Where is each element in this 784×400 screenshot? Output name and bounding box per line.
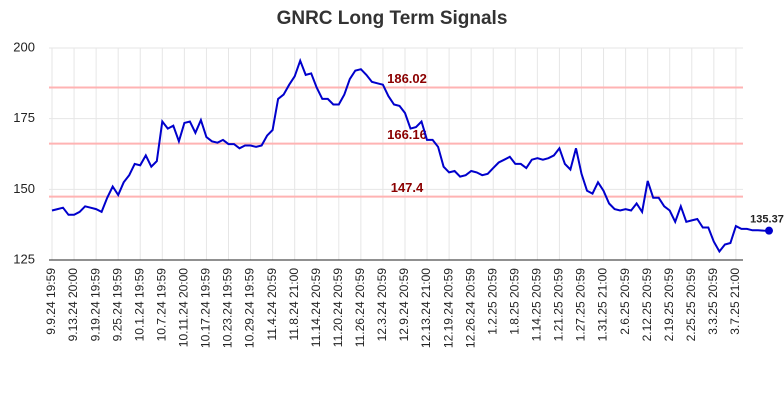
x-tick-label: 10.17.24 19:59	[199, 268, 213, 348]
x-tick-label: 1.14.25 20:59	[530, 268, 544, 342]
x-tick-label: 1.8.25 20:59	[507, 268, 521, 335]
x-tick-label: 3.7.25 21:00	[728, 268, 742, 335]
x-tick-label: 12.3.24 20:59	[375, 268, 389, 342]
last-value-label: 135.37	[750, 214, 784, 226]
y-tick-label: 175	[13, 110, 35, 125]
x-tick-label: 2.19.25 20:59	[662, 268, 676, 342]
x-tick-label: 10.11.24 20:00	[177, 268, 191, 348]
x-tick-label: 2.12.25 20:59	[640, 268, 654, 342]
y-tick-label: 150	[13, 181, 35, 196]
y-tick-label: 200	[13, 39, 35, 54]
x-tick-label: 10.29.24 19:59	[243, 268, 257, 348]
x-tick-label: 2.6.25 20:59	[618, 268, 632, 335]
x-tick-label: 1.27.25 20:59	[574, 268, 588, 342]
x-tick-label: 12.26.24 20:59	[463, 268, 477, 348]
x-tick-label: 11.26.24 20:59	[353, 268, 367, 348]
x-tick-label: 11.8.24 21:00	[287, 268, 301, 341]
last-point	[765, 226, 773, 235]
x-tick-label: 12.9.24 20:59	[397, 268, 411, 342]
chart-title: GNRC Long Term Signals	[277, 8, 508, 29]
x-tick-label: 11.14.24 20:59	[309, 268, 323, 348]
x-tick-label: 1.31.25 21:00	[596, 268, 610, 342]
x-tick-label: 9.19.24 19:59	[88, 268, 102, 342]
x-tick-label: 1.21.25 20:59	[552, 268, 566, 342]
x-tick-label: 10.1.24 19:59	[132, 268, 146, 342]
x-tick-label: 3.3.25 20:59	[706, 268, 720, 335]
x-tick-label: 10.23.24 19:59	[221, 268, 235, 348]
x-tick-label: 9.9.24 19:59	[44, 268, 58, 335]
x-tick-label: 10.7.24 19:59	[154, 268, 168, 342]
x-tick-label: 11.4.24 20:59	[265, 268, 279, 341]
x-tick-label: 2.25.25 20:59	[684, 268, 698, 342]
x-tick-label: 11.20.24 20:59	[331, 268, 345, 348]
x-tick-label: 12.13.24 21:00	[419, 268, 433, 348]
signal-label: 186.02	[387, 71, 427, 86]
signal-label: 166.16	[387, 127, 427, 142]
series-line	[51, 57, 770, 254]
x-tick-label: 12.19.24 20:59	[441, 268, 455, 348]
x-tick-label: 9.25.24 19:59	[110, 268, 124, 342]
y-tick-label: 125	[13, 251, 35, 266]
x-tick-label: 9.13.24 20:00	[66, 268, 80, 342]
signal-label: 147.4	[391, 180, 424, 195]
x-tick-label: 1.2.25 20:59	[485, 268, 499, 335]
